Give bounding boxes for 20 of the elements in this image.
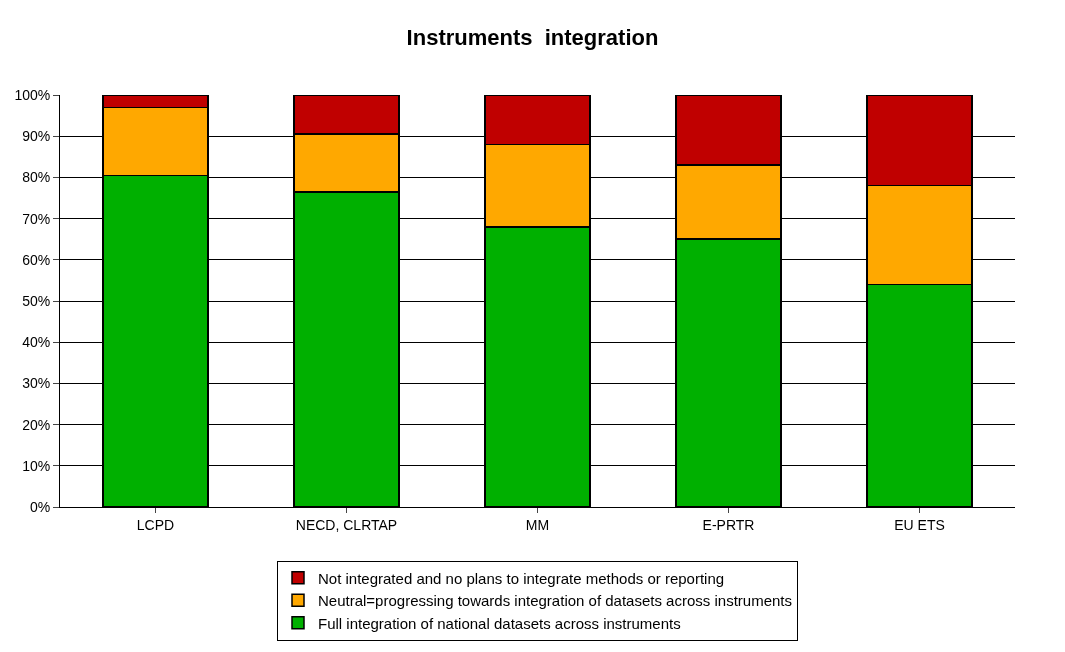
y-tick-label: 100% (14, 86, 51, 103)
x-tick-label: NECD, CLRTAP (295, 516, 398, 533)
x-tick-label: LCPD (136, 516, 175, 533)
y-tick-label: 80% (22, 169, 51, 186)
y-tick-label: 40% (22, 334, 51, 351)
y-tick-label: 10% (22, 457, 51, 474)
chart-title: Instruments integration (406, 24, 659, 50)
y-tick-label: 30% (22, 375, 51, 392)
y-tick-label: 60% (22, 251, 51, 268)
legend-label: Not integrated and no plans to integrate methods or reporting (318, 569, 725, 587)
x-tick-label: E-PRTR (702, 516, 755, 533)
y-tick-label: 90% (22, 128, 51, 145)
legend-label: Neutral=progressing towards integration of datasets across instruments (318, 592, 792, 610)
y-tick-label: 50% (22, 292, 51, 309)
x-tick-label: MM (525, 516, 550, 533)
legend-label: Full integration of national datasets across instruments (318, 614, 681, 632)
y-tick-label: 70% (22, 210, 51, 227)
y-tick-label: 0% (29, 498, 51, 515)
y-tick-label: 20% (22, 416, 51, 433)
x-tick-label: EU ETS (894, 516, 945, 533)
